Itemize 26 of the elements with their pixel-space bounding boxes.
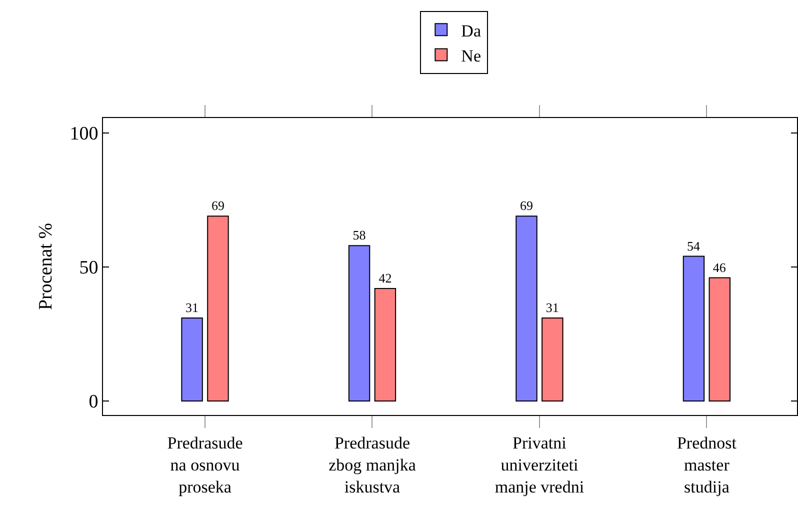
bar [207, 216, 229, 402]
bar [682, 256, 705, 402]
data-label: 69 [520, 198, 534, 214]
data-label: 31 [186, 300, 199, 315]
legend-label: Da [461, 21, 482, 40]
y-tick-label: 0 [88, 392, 98, 413]
bar [516, 216, 538, 402]
data-label: 54 [686, 238, 700, 254]
x-tick-label: Prednost master studija [676, 433, 737, 497]
bar [374, 288, 396, 402]
bar [181, 317, 203, 402]
data-label: 46 [712, 260, 726, 275]
bar [708, 277, 731, 402]
data-label: 42 [378, 270, 392, 286]
x-tick-label: Predrasude na osnovu proseka [167, 433, 243, 497]
data-label: 58 [352, 228, 366, 243]
data-label: 31 [546, 300, 559, 315]
legend-label: Ne [461, 46, 481, 66]
y-axis-title: Procenat % [36, 222, 57, 310]
x-tick-label: Privatni univerziteti manje vredni [494, 433, 584, 497]
bar [542, 317, 564, 402]
bar [348, 245, 370, 402]
y-tick-label: 50 [79, 258, 98, 279]
x-tick-label: Predrasude zbog manjka iskustva [328, 433, 416, 497]
y-tick-label: 100 [70, 124, 98, 145]
data-label: 69 [211, 198, 224, 214]
